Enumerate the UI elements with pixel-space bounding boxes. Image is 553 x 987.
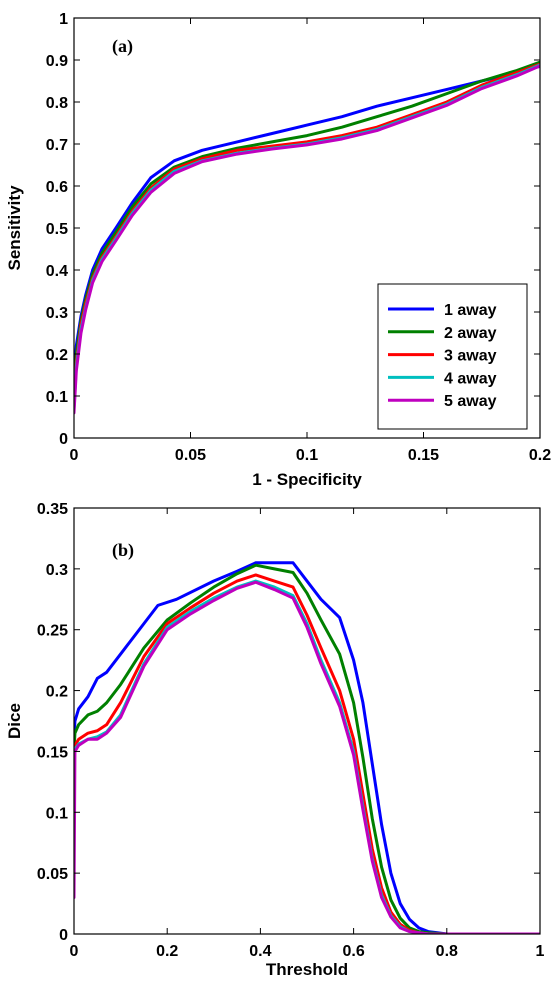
chart-0-legend-label-4: 4 away — [444, 370, 497, 387]
chart-1-y-tick-label: 0.05 — [37, 866, 68, 883]
chart-1-x-tick-label: 0.8 — [436, 943, 458, 960]
chart-0-x-tick-label: 0.05 — [175, 447, 206, 464]
chart-1-y-tick-label: 0.15 — [37, 744, 68, 761]
chart-0-y-tick-label: 0.5 — [46, 221, 68, 238]
chart-0-legend-label-3: 3 away — [444, 348, 497, 365]
chart-1-series-line-4 — [74, 579, 540, 934]
chart-0-y-tick-label: 0.9 — [46, 53, 68, 70]
chart-1-series-line-3 — [74, 573, 540, 934]
chart-1-y-tick-label: 0.25 — [37, 623, 68, 640]
chart-1-series-line-5 — [74, 580, 540, 934]
chart-1-y-tick-label: 0.2 — [46, 684, 68, 701]
chart-0-y-tick-label: 0.3 — [46, 305, 68, 322]
chart-1-y-tick-label: 0 — [59, 927, 68, 944]
chart-1-x-tick-label: 0.6 — [342, 943, 364, 960]
chart-0: 0 0.05 0.1 0.15 0.2 0 0.1 0.2 0.3 0.4 0.5 0.6 0.7 0.8… — [5, 11, 551, 489]
chart-1-x-tick-label: 1 — [536, 943, 545, 960]
chart-0-y-axis-label: Sensitivity — [5, 185, 24, 271]
chart-0-y-tick-label: 0.8 — [46, 95, 68, 112]
chart-1-x-axis-label: Threshold — [266, 960, 348, 979]
chart-0-y-tick-label: 0.7 — [46, 137, 68, 154]
chart-0-x-tick-label: 0.15 — [408, 447, 439, 464]
chart-0-y-tick-label: 0 — [59, 431, 68, 448]
chart-0-y-tick-label: 0.6 — [46, 179, 68, 196]
chart-0-x-tick-label: 0.2 — [529, 447, 551, 464]
chart-0-series-line-5 — [74, 64, 540, 415]
chart-1-series-line-2 — [74, 563, 540, 934]
chart-1-y-axis-label: Dice — [5, 703, 24, 739]
chart-0-series-group — [74, 60, 540, 415]
chart-1-y-tick-label: 0.3 — [46, 562, 68, 579]
chart-1-panel-label: (b) — [112, 540, 134, 561]
chart-1-x-tick-label: 0.2 — [156, 943, 178, 960]
chart-1-plot-frame — [73, 507, 541, 935]
chart-0-legend-label-2: 2 away — [444, 325, 497, 342]
chart-1-series-line-1 — [74, 561, 540, 934]
chart-1: 0 0.2 0.4 0.6 0.8 1 0 0.05 0.1 0.15 0.2 0.25 0.3 0.35… — [5, 501, 545, 979]
chart-0-y-tick-label: 0.2 — [46, 347, 68, 364]
chart-0-legend-label-5: 5 away — [444, 393, 497, 410]
chart-1-x-tick-label: 0 — [70, 943, 79, 960]
chart-0-panel-label: (a) — [112, 36, 133, 57]
chart-0-legend-label-1: 1 away — [444, 302, 497, 319]
chart-1-y-tick-label: 0.1 — [46, 805, 68, 822]
chart-1-x-tick-label: 0.4 — [249, 943, 271, 960]
chart-0-y-tick-label: 0.4 — [46, 263, 68, 280]
chart-0-x-tick-label: 0.1 — [296, 447, 318, 464]
chart-0-y-tick-label: 1 — [59, 11, 68, 28]
chart-0-x-tick-label: 0 — [70, 447, 79, 464]
chart-0-x-axis-label: 1 - Specificity — [252, 470, 362, 489]
chart-1-series-group — [74, 561, 540, 934]
chart-1-y-tick-label: 0.35 — [37, 501, 68, 518]
chart-0-y-tick-label: 0.1 — [46, 389, 68, 406]
chart-0-legend: 1 away 2 away 3 away 4 away 5 away — [377, 283, 528, 430]
